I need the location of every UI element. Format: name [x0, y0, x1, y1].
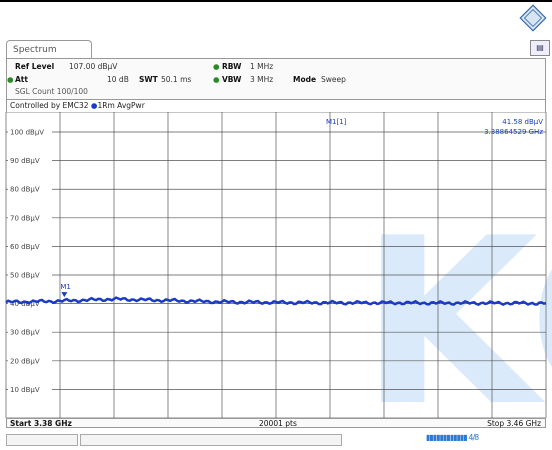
y-tick-label-bg	[8, 327, 52, 337]
plot-frame	[5, 112, 547, 418]
ref-level-value: 107.00 dBµV	[69, 62, 118, 71]
rbw-value: 1 MHz	[250, 62, 274, 71]
trace-control-line: Controlled by EMC32 ●1Rm AvgPwr	[6, 100, 546, 112]
start-frequency: Start 3.38 GHz	[10, 419, 72, 428]
plot-grid	[6, 112, 546, 418]
att-value: 10 dB	[107, 75, 129, 84]
marker-level: 41.58 dBµV	[502, 118, 543, 126]
top-border	[0, 0, 552, 2]
y-tick-label: 90 dBµV	[10, 157, 40, 165]
trace-name: 1Rm AvgPwr	[97, 101, 145, 110]
status-field-2[interactable]	[80, 434, 342, 446]
y-tick-label: 100 dBµV	[10, 129, 44, 137]
status-bar: ▮▮▮▮▮▮▮▮▮▮▮▮ 4/8	[6, 432, 546, 446]
att-indicator-icon: ●	[7, 75, 14, 84]
y-tick-label-bg	[8, 212, 52, 222]
rbw-indicator-icon: ●	[213, 62, 220, 71]
y-tick-label: 10 dBµV	[10, 386, 40, 394]
rbw-label: RBW	[222, 62, 242, 71]
vbw-indicator-icon: ●	[213, 75, 220, 84]
marker-label: M1	[60, 283, 71, 291]
vbw-label: VBW	[222, 75, 242, 84]
att-label: Att	[15, 75, 28, 84]
marker-frequency: 3.38864529 GHz	[484, 128, 543, 136]
swt-value: 50.1 ms	[161, 75, 192, 84]
swt-label: SWT	[139, 75, 158, 84]
y-axis-ticks: 100 dBµV 90 dBµV 80 dBµV 70 dBµV 60 dBµV 50 d…	[8, 127, 52, 394]
y-tick-label-bg	[8, 355, 52, 365]
measurement-settings-header: Ref Level 107.00 dBµV ● Att 10 dB SWT 50…	[6, 58, 546, 100]
rohde-schwarz-logo-icon	[519, 4, 547, 32]
display-config-icon[interactable]: ▤	[530, 40, 550, 56]
mode-value: Sweep	[321, 75, 346, 84]
ref-level-label: Ref Level	[15, 62, 55, 71]
marker-id: M1[1]	[326, 118, 347, 126]
tab-spectrum[interactable]: Spectrum	[6, 40, 92, 58]
vbw-value: 3 MHz	[250, 75, 274, 84]
y-tick-label: 60 dBµV	[10, 243, 40, 251]
status-field-1[interactable]	[6, 434, 78, 446]
y-tick-label: 50 dBµV	[10, 272, 40, 280]
stop-frequency: Stop 3.46 GHz	[487, 419, 541, 428]
trace-1	[5, 296, 547, 307]
y-tick-label: 30 dBµV	[10, 329, 40, 337]
y-tick-label-bg	[8, 270, 52, 280]
y-tick-label: 40 dBµV	[10, 300, 40, 308]
sweep-points: 20001 pts	[259, 419, 297, 428]
marker-triangle-icon	[61, 292, 68, 298]
y-tick-label-bg	[8, 241, 52, 251]
progress-indicator: ▮▮▮▮▮▮▮▮▮▮▮▮ 4/8	[426, 433, 479, 442]
trace-dot-icon: ●	[90, 101, 98, 110]
y-tick-label: 20 dBµV	[10, 357, 40, 365]
y-tick-label-bg	[8, 184, 52, 194]
y-tick-label-bg	[8, 155, 52, 165]
mode-label: Mode	[293, 75, 317, 84]
y-tick-label-bg	[8, 127, 52, 137]
y-tick-label: 70 dBµV	[10, 214, 40, 222]
sgl-count: SGL Count 100/100	[15, 87, 88, 96]
controlled-by-text: Controlled by EMC32	[10, 101, 89, 110]
y-tick-label-bg	[8, 384, 52, 394]
y-tick-label: 80 dBµV	[10, 186, 40, 194]
marker-m1[interactable]: M1	[60, 283, 71, 298]
frequency-axis-footer: Start 3.38 GHz 20001 pts Stop 3.46 GHz	[6, 418, 546, 428]
